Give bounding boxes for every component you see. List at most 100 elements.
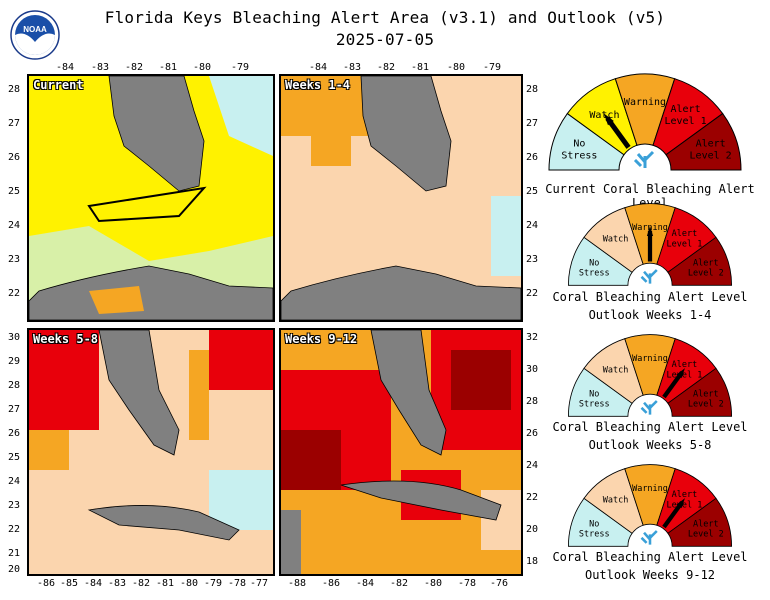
tick-label: -78: [458, 578, 477, 589]
coral-icon: [640, 530, 658, 545]
gauge-segment-label: Alert: [671, 104, 701, 115]
map-weeks-1-4: Weeks 1-4: [279, 74, 523, 322]
coral-icon: [640, 269, 658, 284]
gauge-segment-label: Level 2: [688, 269, 724, 279]
tick-label: 27: [8, 404, 21, 415]
gauge-needle-arrow: [676, 498, 685, 509]
tick-label: 25: [8, 452, 21, 463]
tick-label: 27: [8, 118, 21, 129]
gauge-segment-label: Alert: [696, 139, 726, 150]
gauge-segment: [667, 497, 733, 547]
tick-label: 30: [526, 364, 539, 375]
map-weeks-9-12: Weeks 9-12: [279, 328, 523, 576]
gauge-segment-label: Level 2: [688, 530, 724, 540]
map-label: Weeks 5-8: [33, 332, 99, 346]
gauge-segment: [667, 367, 733, 417]
tick-label: 22: [8, 524, 21, 535]
tick-label: -81: [156, 578, 175, 589]
gauge-segment-label: Alert: [693, 389, 719, 399]
tick-label: 23: [8, 254, 21, 265]
coral-icon: [640, 400, 658, 415]
gauge-needle-arrow: [646, 225, 654, 236]
gauge-needle-arrow: [676, 368, 685, 379]
tick-label: -83: [91, 62, 110, 73]
tick-label: -82: [132, 578, 151, 589]
tick-label: -83: [343, 62, 362, 73]
gauge-segment-label: Warning: [624, 97, 666, 108]
gauge-segment-label: Stress: [561, 151, 597, 162]
gauge-segment-label: Warning: [632, 484, 668, 494]
gauge-segment-label: Watch: [603, 234, 629, 244]
gauge-caption: Coral Bleaching Alert Level: [552, 290, 748, 304]
gauge-needle: [662, 371, 684, 399]
coral-icon: [633, 150, 655, 168]
tick-label: -81: [411, 62, 430, 73]
map-weeks-5-8: Weeks 5-8: [27, 328, 275, 576]
gauge-segment-label: Watch: [589, 110, 619, 121]
gauge-segment-label: Level 2: [688, 400, 724, 410]
tick-label: 26: [526, 152, 539, 163]
tick-label: 22: [526, 492, 539, 503]
gauge-segment-label: Level 1: [667, 239, 703, 249]
tick-label: -86: [37, 578, 56, 589]
tick-label: 20: [8, 564, 21, 575]
gauge-segment-label: Alert: [672, 490, 698, 500]
gauge-segment-label: No: [589, 389, 599, 399]
gauge-segment-label: Alert: [693, 519, 719, 529]
tick-label: 24: [526, 220, 539, 231]
gauge-needle: [662, 501, 684, 529]
tick-label: 29: [8, 356, 21, 367]
tick-label: -80: [193, 62, 212, 73]
tick-label: 28: [526, 84, 539, 95]
page-date: 2025-07-05: [335, 30, 435, 49]
tick-label: 27: [526, 118, 539, 129]
tick-label: -84: [309, 62, 328, 73]
gauge-segment-label: Level 2: [690, 151, 732, 162]
tick-label: -79: [483, 62, 502, 73]
tick-label: 28: [526, 396, 539, 407]
map-label: Weeks 1-4: [285, 78, 351, 92]
tick-label: -82: [125, 62, 144, 73]
gauge-segment-label: Alert: [693, 258, 719, 268]
tick-label: 23: [526, 254, 539, 265]
tick-label: 20: [526, 524, 539, 535]
gauge-segment: [667, 236, 733, 286]
tick-label: -88: [288, 578, 307, 589]
tick-label: 24: [8, 220, 21, 231]
gauge-segment-label: Level 1: [667, 500, 703, 510]
tick-label: -80: [447, 62, 466, 73]
tick-label: -79: [231, 62, 250, 73]
tick-label: -86: [322, 578, 341, 589]
gauge-segment-label: Stress: [579, 400, 610, 410]
gauge-segment-label: No: [573, 139, 585, 150]
gauge-segment-label: Level 1: [664, 116, 706, 127]
gauge-segment-label: Alert: [672, 229, 698, 239]
page-title: Florida Keys Bleaching Alert Area (v3.1)…: [104, 8, 666, 27]
tick-label: -76: [490, 578, 509, 589]
gauge-caption: Outlook Weeks 1-4: [588, 308, 712, 322]
gauge-segment-label: Watch: [603, 365, 629, 375]
tick-label: 28: [8, 380, 21, 391]
gauge-segment-label: Level 1: [667, 370, 703, 380]
tick-label: -82: [377, 62, 396, 73]
tick-label: 22: [526, 288, 539, 299]
gauge-segment-label: Alert: [672, 360, 698, 370]
tick-label: -81: [159, 62, 178, 73]
tick-label: -78: [228, 578, 247, 589]
gauge-needle-arrow: [603, 113, 614, 126]
noaa-logo: NOAA: [10, 10, 60, 60]
gauge-segment-label: Warning: [632, 354, 668, 364]
tick-label: -82: [390, 578, 409, 589]
gauge-caption: Outlook Weeks 9-12: [584, 568, 716, 582]
map-label: Weeks 9-12: [285, 332, 358, 346]
gauge-segment-label: Stress: [579, 269, 610, 279]
tick-label: -80: [180, 578, 199, 589]
tick-label: 23: [8, 500, 21, 511]
tick-label: -80: [424, 578, 443, 589]
gauge-caption: Coral Bleaching Alert Level: [552, 420, 748, 434]
gauge-needle: [605, 116, 631, 149]
